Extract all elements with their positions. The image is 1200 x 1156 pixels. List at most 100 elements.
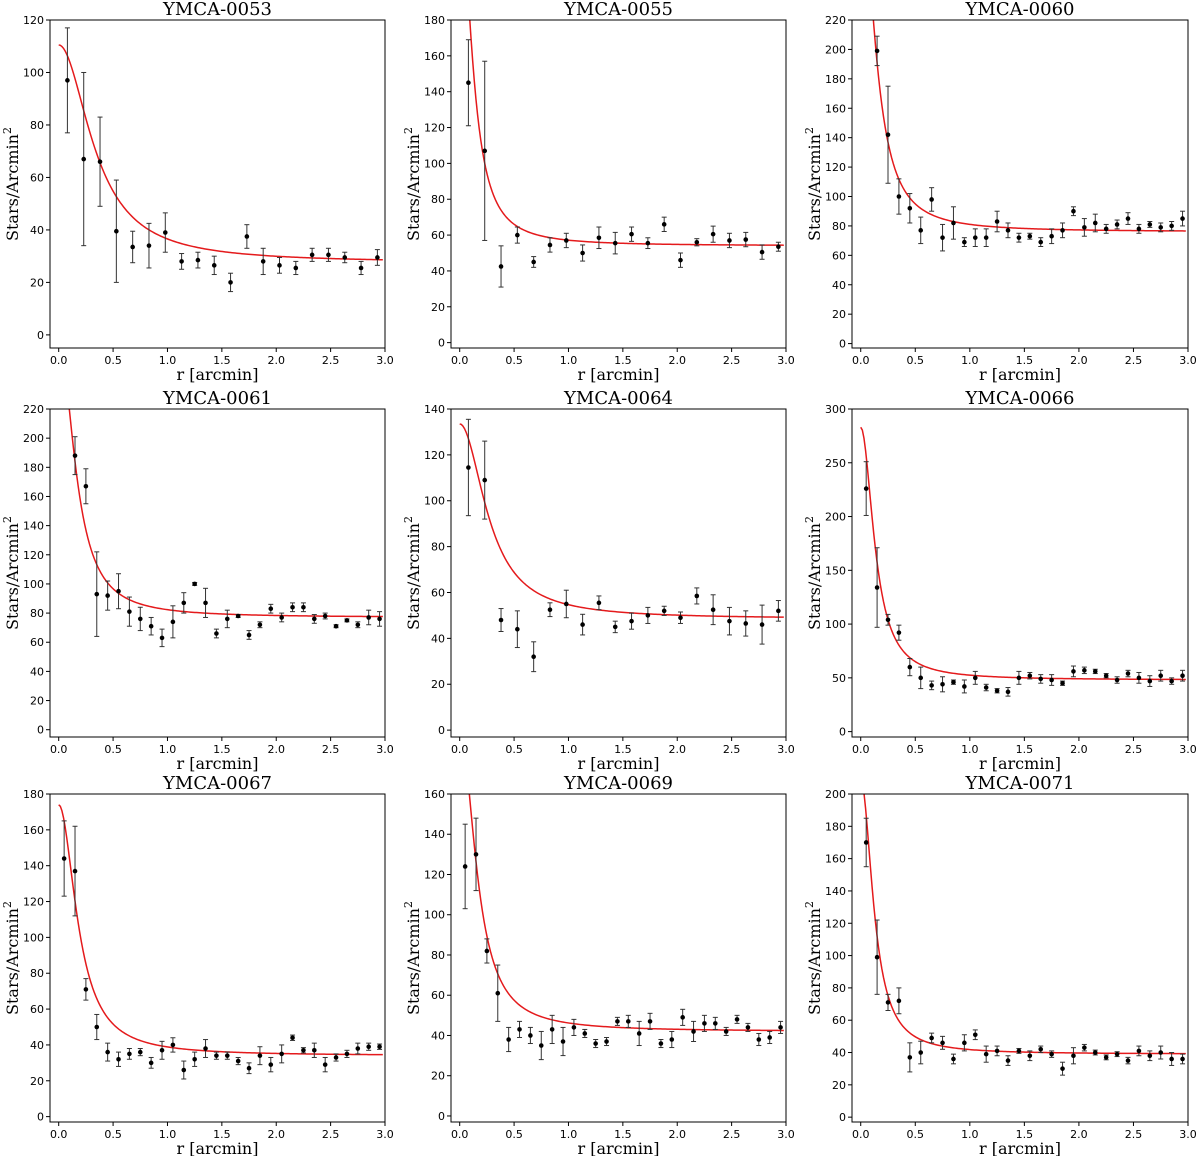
y-tick-label: 60 [431, 989, 445, 1002]
point-marker [1049, 677, 1054, 683]
point-marker [907, 664, 913, 670]
point-marker [1136, 1048, 1142, 1054]
data-point [531, 641, 537, 673]
point-marker [127, 1051, 132, 1057]
y-tick-label: 40 [431, 1029, 445, 1042]
x-tick-label: 0.5 [104, 743, 122, 756]
y-axis-label-main: Stars/Arcmin [404, 908, 423, 1015]
point-marker [778, 1025, 783, 1030]
y-tick-label: 100 [825, 618, 846, 631]
point-marker [678, 615, 683, 621]
x-tick-label: 1.5 [1016, 1128, 1034, 1141]
x-tick-label: 3.0 [777, 1128, 795, 1141]
point-marker [72, 868, 78, 874]
y-axis-label: Stars/Arcmin2 [803, 901, 824, 1015]
point-marker [97, 159, 103, 164]
data-point [72, 436, 78, 476]
y-tick-label: 100 [825, 950, 846, 963]
y-axis-label-superscript: 2 [1, 127, 14, 134]
point-marker [116, 1056, 121, 1062]
data-point [260, 247, 266, 276]
x-axis-label: r [arcmin] [578, 365, 660, 384]
point-marker [326, 252, 331, 258]
x-tick-label: 1.5 [614, 354, 632, 367]
data-point [775, 600, 781, 622]
point-marker [159, 1048, 165, 1053]
plot-frame [851, 793, 1189, 1123]
point-marker [863, 840, 869, 845]
x-axis-label: r [arcmin] [177, 1139, 259, 1156]
point-marker [203, 600, 208, 606]
data-point [661, 605, 667, 616]
data-point [896, 987, 902, 1015]
data-point [961, 1034, 967, 1052]
data-point [268, 1056, 274, 1073]
y-axis-label: Stars/Arcmin2 [402, 127, 423, 241]
y-axis-label-main: Stars/Arcmin [805, 908, 824, 1015]
point-marker [1169, 678, 1174, 684]
y-axis-label: Stars/Arcmin2 [803, 516, 824, 630]
y-tick-label: 40 [431, 265, 445, 278]
x-tick-label: 2.5 [723, 743, 741, 756]
data-point [636, 1020, 642, 1047]
y-axis-label-main: Stars/Arcmin [805, 523, 824, 630]
point-marker [727, 238, 732, 243]
point-marker [1114, 677, 1120, 683]
fit-curve [58, 44, 383, 261]
point-marker [309, 252, 315, 258]
point-marker [192, 1056, 197, 1062]
data-point [1103, 673, 1109, 679]
chart-title: YMCA-0066 [965, 388, 1075, 409]
data-point [983, 683, 989, 692]
data-point [571, 1018, 577, 1036]
data-point [130, 230, 136, 264]
y-tick-label: 0 [839, 726, 846, 739]
x-tick-label: 2.0 [267, 743, 285, 756]
data-point [311, 614, 317, 624]
fit-curve [469, 20, 784, 246]
data-point [213, 628, 219, 639]
data-point [482, 60, 488, 241]
x-tick-label: 1.0 [159, 354, 177, 367]
point-marker [293, 265, 299, 271]
point-marker [72, 453, 78, 458]
data-point [547, 602, 553, 618]
y-tick-label: 200 [825, 43, 846, 56]
fit-curve [58, 804, 383, 1056]
data-point [224, 1051, 230, 1060]
y-axis-label-superscript: 2 [402, 516, 415, 523]
y-axis-label: Stars/Arcmin2 [1, 516, 22, 630]
data-point [778, 1020, 784, 1034]
point-marker [962, 1040, 967, 1046]
data-point [885, 613, 891, 626]
point-marker [1082, 1045, 1087, 1050]
data-point [625, 1014, 631, 1028]
y-tick-label: 200 [825, 511, 846, 524]
y-tick-label: 140 [424, 828, 445, 841]
x-tick-label: 0.0 [50, 743, 68, 756]
point-marker [940, 235, 945, 240]
data-point [170, 1037, 176, 1053]
point-marker [1092, 669, 1098, 674]
x-tick-label: 0.0 [50, 354, 68, 367]
point-marker [678, 257, 683, 263]
data-point [366, 609, 372, 626]
point-marker [1169, 1056, 1174, 1062]
panel-ymca-0055: YMCA-0055 0.0 0.5 1.0 1.5 2.0 2.5 3.0 0 20 40 60 80 1… [402, 0, 795, 384]
panel-ymca-0064: YMCA-0064 0.0 0.5 1.0 1.5 2.0 2.5 3.0 0 20 40 60 80 1… [402, 388, 795, 773]
data-point [268, 603, 274, 614]
point-marker [580, 250, 585, 256]
x-tick-label: 3.0 [376, 354, 394, 367]
x-tick-label: 2.0 [267, 1128, 285, 1141]
data-point [228, 272, 234, 293]
data-point [495, 964, 501, 1022]
point-marker [994, 1048, 1000, 1054]
point-marker [1103, 1055, 1109, 1060]
data-point [1049, 1050, 1055, 1058]
data-point [614, 1016, 620, 1026]
point-marker [629, 618, 634, 624]
data-point [344, 618, 350, 623]
data-point [680, 1008, 686, 1026]
point-marker [116, 588, 121, 594]
data-point [972, 1029, 978, 1041]
